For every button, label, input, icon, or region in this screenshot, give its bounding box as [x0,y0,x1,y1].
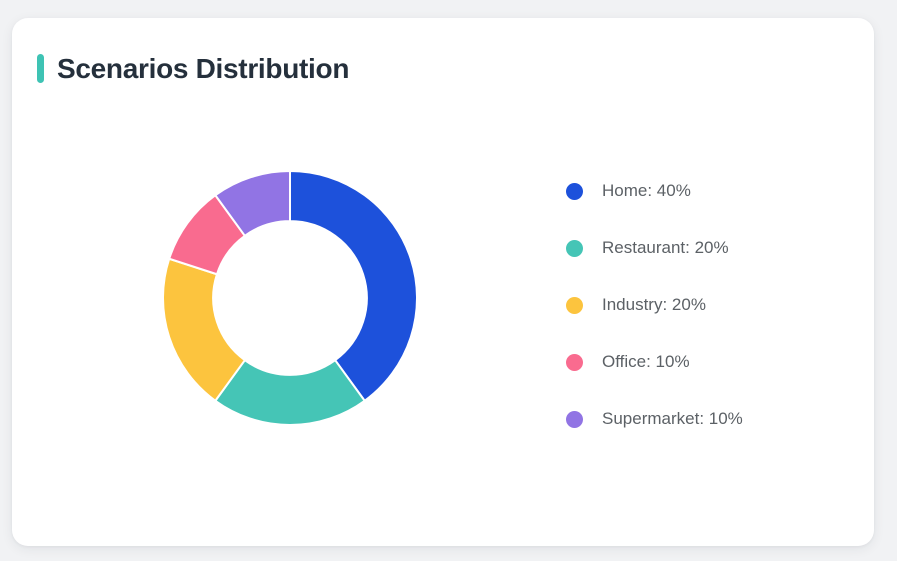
legend-swatch-icon [566,182,583,200]
legend-label: Restaurant: 20% [602,238,729,257]
legend-item-office[interactable]: Office: 10% [566,352,743,372]
legend-label: Industry: 20% [602,295,706,314]
donut-slice-home[interactable] [289,170,418,402]
scenarios-distribution-card: Scenarios Distribution Home: 40% Restaura… [12,18,874,546]
chart-legend: Home: 40% Restaurant: 20% Industry: 20% Off… [566,181,743,429]
legend-swatch-icon [566,239,583,257]
donut-chart-svg [162,170,418,426]
legend-label: Home: 40% [602,181,691,200]
legend-item-industry[interactable]: Industry: 20% [566,295,743,315]
legend-label: Supermarket: 10% [602,409,743,428]
legend-swatch-icon [566,410,583,428]
legend-item-home[interactable]: Home: 40% [566,181,743,201]
card-title: Scenarios Distribution [57,53,350,84]
title-accent-bar [37,54,44,83]
legend-swatch-icon [566,296,583,314]
legend-swatch-icon [566,353,583,371]
donut-chart [160,168,420,428]
legend-item-supermarket[interactable]: Supermarket: 10% [566,409,743,429]
donut-slice-supermarket[interactable] [214,170,291,237]
card-header: Scenarios Distribution [37,54,349,83]
legend-label: Office: 10% [602,352,690,371]
legend-item-restaurant[interactable]: Restaurant: 20% [566,238,743,258]
